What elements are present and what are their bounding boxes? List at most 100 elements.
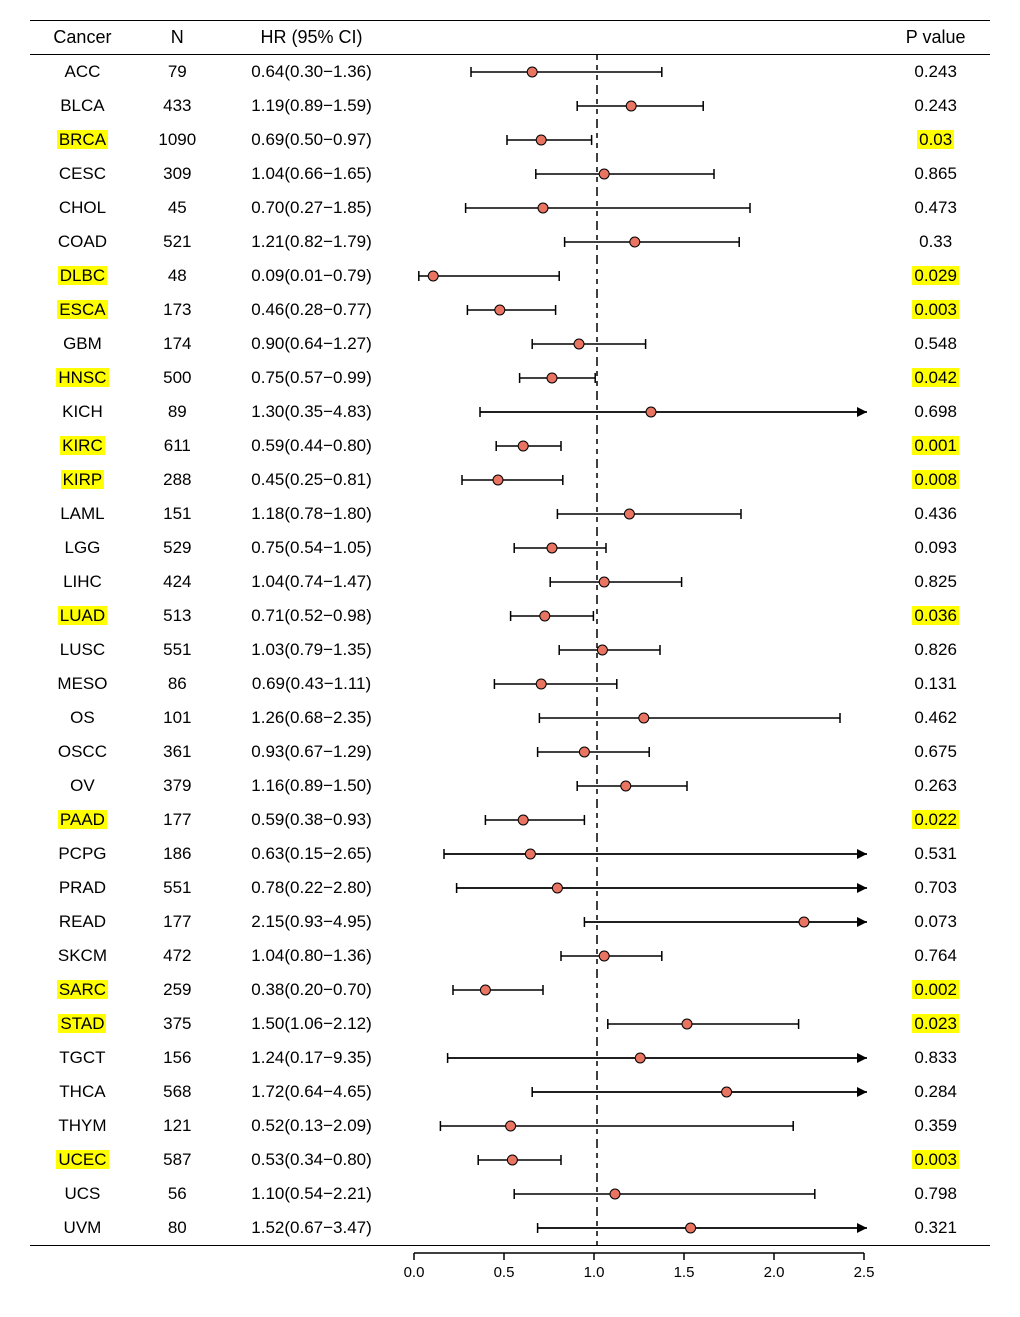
table-row: PCPG1860.63(0.15−2.65)0.531 <box>30 837 990 871</box>
svg-text:0.0: 0.0 <box>404 1264 424 1281</box>
cell-n: 79 <box>135 55 220 90</box>
cell-forest-plot <box>403 735 881 769</box>
cell-pvalue: 0.029 <box>881 259 990 293</box>
cell-forest-plot <box>403 463 881 497</box>
cell-forest-plot <box>403 701 881 735</box>
cell-n: 80 <box>135 1211 220 1246</box>
cell-n: 288 <box>135 463 220 497</box>
cell-hr: 0.75(0.57−0.99) <box>220 361 404 395</box>
cell-n: 173 <box>135 293 220 327</box>
table-row: UVM801.52(0.67−3.47)0.321 <box>30 1211 990 1246</box>
cell-forest-plot <box>403 667 881 701</box>
table-row: THCA5681.72(0.64−4.65)0.284 <box>30 1075 990 1109</box>
cell-n: 1090 <box>135 123 220 157</box>
cell-forest-plot <box>403 1075 881 1109</box>
cell-hr: 1.16(0.89−1.50) <box>220 769 404 803</box>
cell-n: 568 <box>135 1075 220 1109</box>
cell-n: 177 <box>135 905 220 939</box>
cell-cancer: DLBC <box>30 259 135 293</box>
cell-n: 521 <box>135 225 220 259</box>
cell-pvalue: 0.473 <box>881 191 990 225</box>
cell-forest-plot <box>403 531 881 565</box>
table-header-row: Cancer N HR (95% CI) P value <box>30 21 990 55</box>
cell-hr: 1.26(0.68−2.35) <box>220 701 404 735</box>
cell-forest-plot <box>403 157 881 191</box>
cell-cancer: KICH <box>30 395 135 429</box>
cell-cancer: UVM <box>30 1211 135 1246</box>
highlight: 0.002 <box>912 980 959 999</box>
cell-n: 551 <box>135 871 220 905</box>
cell-forest-plot <box>403 871 881 905</box>
cell-cancer: CHOL <box>30 191 135 225</box>
table-row: ESCA1730.46(0.28−0.77)0.003 <box>30 293 990 327</box>
cell-hr: 1.50(1.06−2.12) <box>220 1007 404 1041</box>
cell-n: 48 <box>135 259 220 293</box>
cell-hr: 1.19(0.89−1.59) <box>220 89 404 123</box>
cell-forest-plot <box>403 599 881 633</box>
cell-cancer: SKCM <box>30 939 135 973</box>
cell-forest-plot <box>403 939 881 973</box>
cell-n: 259 <box>135 973 220 1007</box>
cell-hr: 1.04(0.66−1.65) <box>220 157 404 191</box>
cell-forest-plot <box>403 429 881 463</box>
svg-text:1.5: 1.5 <box>674 1264 695 1281</box>
cell-forest-plot <box>403 1007 881 1041</box>
cell-hr: 1.03(0.79−1.35) <box>220 633 404 667</box>
cell-n: 587 <box>135 1143 220 1177</box>
svg-text:2.5: 2.5 <box>854 1264 874 1281</box>
cell-pvalue: 0.036 <box>881 599 990 633</box>
cell-pvalue: 0.003 <box>881 293 990 327</box>
cell-forest-plot <box>403 1109 881 1143</box>
cell-forest-plot <box>403 1143 881 1177</box>
cell-n: 500 <box>135 361 220 395</box>
cell-cancer: STAD <box>30 1007 135 1041</box>
highlight: SARC <box>57 980 108 999</box>
cell-forest-plot <box>403 837 881 871</box>
cell-pvalue: 0.33 <box>881 225 990 259</box>
table-row: PRAD5510.78(0.22−2.80)0.703 <box>30 871 990 905</box>
table-row: KIRC6110.59(0.44−0.80)0.001 <box>30 429 990 463</box>
cell-cancer: PAAD <box>30 803 135 837</box>
cell-pvalue: 0.703 <box>881 871 990 905</box>
cell-hr: 1.24(0.17−9.35) <box>220 1041 404 1075</box>
highlight: 0.001 <box>912 436 959 455</box>
cell-hr: 0.59(0.38−0.93) <box>220 803 404 837</box>
cell-hr: 0.09(0.01−0.79) <box>220 259 404 293</box>
cell-n: 86 <box>135 667 220 701</box>
cell-forest-plot <box>403 803 881 837</box>
table-row: READ1772.15(0.93−4.95)0.073 <box>30 905 990 939</box>
cell-cancer: GBM <box>30 327 135 361</box>
svg-text:0.5: 0.5 <box>494 1264 515 1281</box>
cell-hr: 0.69(0.50−0.97) <box>220 123 404 157</box>
table-row: HNSC5000.75(0.57−0.99)0.042 <box>30 361 990 395</box>
table-row: TGCT1561.24(0.17−9.35)0.833 <box>30 1041 990 1075</box>
table-row: BLCA4331.19(0.89−1.59)0.243 <box>30 89 990 123</box>
table-row: LIHC4241.04(0.74−1.47)0.825 <box>30 565 990 599</box>
cell-n: 174 <box>135 327 220 361</box>
cell-pvalue: 0.833 <box>881 1041 990 1075</box>
cell-pvalue: 0.436 <box>881 497 990 531</box>
cell-pvalue: 0.131 <box>881 667 990 701</box>
cell-forest-plot <box>403 1211 881 1246</box>
table-row: GBM1740.90(0.64−1.27)0.548 <box>30 327 990 361</box>
cell-pvalue: 0.03 <box>881 123 990 157</box>
cell-forest-plot <box>403 1177 881 1211</box>
cell-cancer: KIRC <box>30 429 135 463</box>
col-header-plot <box>403 21 881 55</box>
cell-pvalue: 0.825 <box>881 565 990 599</box>
cell-cancer: LUAD <box>30 599 135 633</box>
col-header-p: P value <box>881 21 990 55</box>
cell-cancer: TGCT <box>30 1041 135 1075</box>
cell-forest-plot <box>403 259 881 293</box>
cell-cancer: LUSC <box>30 633 135 667</box>
cell-hr: 2.15(0.93−4.95) <box>220 905 404 939</box>
table-row: STAD3751.50(1.06−2.12)0.023 <box>30 1007 990 1041</box>
cell-hr: 0.93(0.67−1.29) <box>220 735 404 769</box>
highlight: UCEC <box>56 1150 108 1169</box>
cell-cancer: OSCC <box>30 735 135 769</box>
cell-hr: 0.90(0.64−1.27) <box>220 327 404 361</box>
cell-pvalue: 0.002 <box>881 973 990 1007</box>
table-row: SARC2590.38(0.20−0.70)0.002 <box>30 973 990 1007</box>
highlight: BRCA <box>57 130 108 149</box>
cell-pvalue: 0.764 <box>881 939 990 973</box>
